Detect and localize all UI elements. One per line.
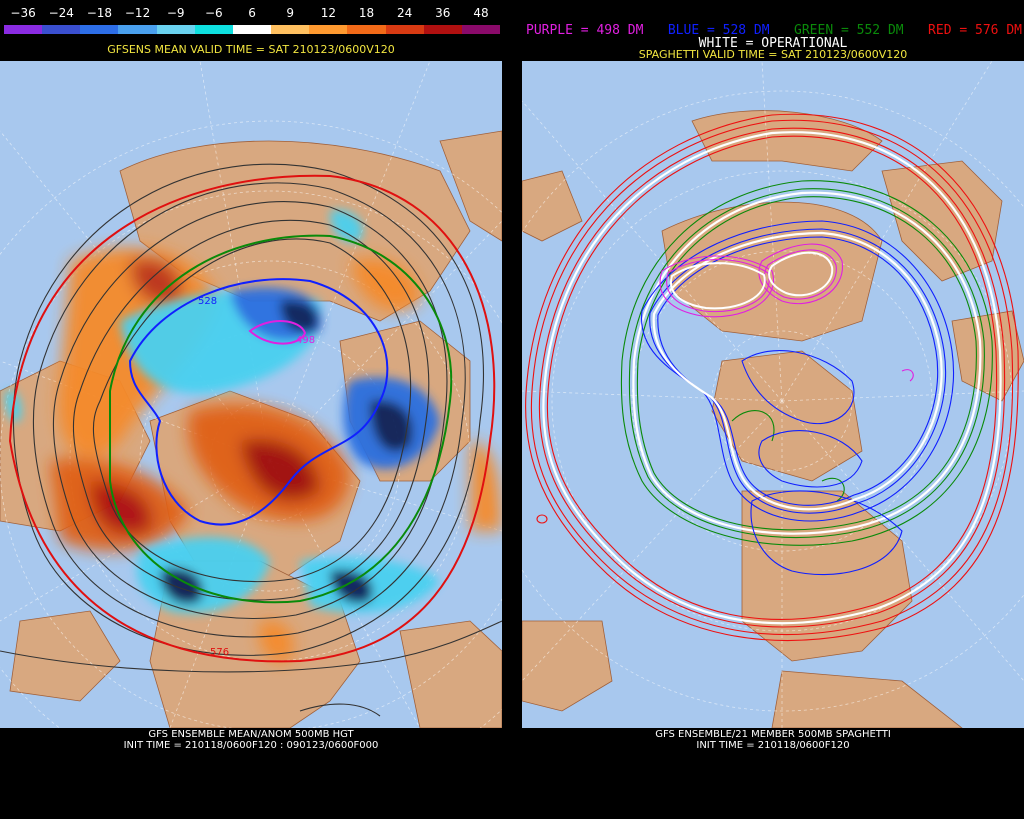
colorbar-label: −9 — [166, 6, 185, 20]
colorbar-label: 36 — [435, 6, 451, 20]
colorbar-swatch — [80, 25, 119, 34]
spaghetti-init-time: INIT TIME = 210118/0600F120 — [696, 740, 850, 751]
colorbar-label: 24 — [397, 6, 413, 20]
colorbar-label: 48 — [473, 6, 489, 20]
colorbar-label: −24 — [48, 6, 74, 20]
ensemble-mean-anomaly-panel: −36 −24 −18 −12 −9 −6 6 9 12 18 24 36 48 GFSENS MEAN… — [0, 0, 502, 819]
colorbar-label: 9 — [286, 6, 294, 20]
legend-blue: BLUE = 528 DM — [667, 23, 770, 38]
panel-divider — [502, 0, 522, 819]
colorbar-label: −36 — [10, 6, 36, 20]
contour-label-498: 498 — [296, 335, 315, 346]
colorbar-swatch — [385, 25, 424, 34]
legend-red: RED = 576 DM — [928, 23, 1022, 38]
colorbar-swatch — [156, 25, 195, 34]
spaghetti-valid-time-title: SPAGHETTI VALID TIME = SAT 210123/0600V1… — [638, 48, 908, 61]
colorbar-swatch — [118, 25, 157, 34]
mean-init-time: INIT TIME = 210118/0600F120 : 090123/060… — [123, 740, 379, 751]
colorbar-label: −6 — [205, 6, 223, 20]
contour-label-576: 576 — [210, 647, 229, 658]
spaghetti-map[interactable] — [522, 61, 1024, 728]
colorbar-label: 12 — [320, 6, 336, 20]
colorbar-swatch — [42, 25, 81, 34]
colorbar-label: 6 — [248, 6, 256, 20]
spaghetti-legend: PURPLE = 498 DM BLUE = 528 DM GREEN = 55… — [526, 23, 1022, 38]
mean-anomaly-map[interactable]: 528 498 576 — [0, 61, 502, 728]
colorbar-swatch — [194, 25, 233, 34]
colorbar — [4, 25, 501, 34]
colorbar-label: 18 — [358, 6, 375, 20]
legend-white: WHITE = OPERATIONAL — [698, 36, 848, 51]
colorbar-swatch — [461, 25, 501, 34]
colorbar-swatch — [271, 25, 310, 34]
colorbar-swatch — [423, 25, 462, 34]
spaghetti-product-title: GFS ENSEMBLE/21 MEMBER 500MB SPAGHETTI — [655, 729, 891, 740]
contour-label-528: 528 — [198, 296, 217, 307]
mean-valid-time-title: GFSENS MEAN VALID TIME = SAT 210123/0600… — [107, 43, 395, 56]
spaghetti-panel: PURPLE = 498 DM BLUE = 528 DM GREEN = 55… — [522, 0, 1024, 819]
colorbar-label: −12 — [124, 6, 151, 20]
colorbar-swatch — [232, 25, 272, 34]
colorbar-swatch — [309, 25, 348, 34]
colorbar-label: −18 — [86, 6, 113, 20]
legend-green: GREEN = 552 DM — [794, 23, 904, 38]
mean-product-title: GFS ENSEMBLE MEAN/ANOM 500MB HGT — [148, 729, 354, 740]
legend-purple: PURPLE = 498 DM — [526, 23, 644, 38]
colorbar-labels: −36 −24 −18 −12 −9 −6 6 9 12 18 24 36 48 — [4, 6, 500, 22]
colorbar-swatch — [4, 25, 43, 34]
colorbar-swatch — [347, 25, 386, 34]
